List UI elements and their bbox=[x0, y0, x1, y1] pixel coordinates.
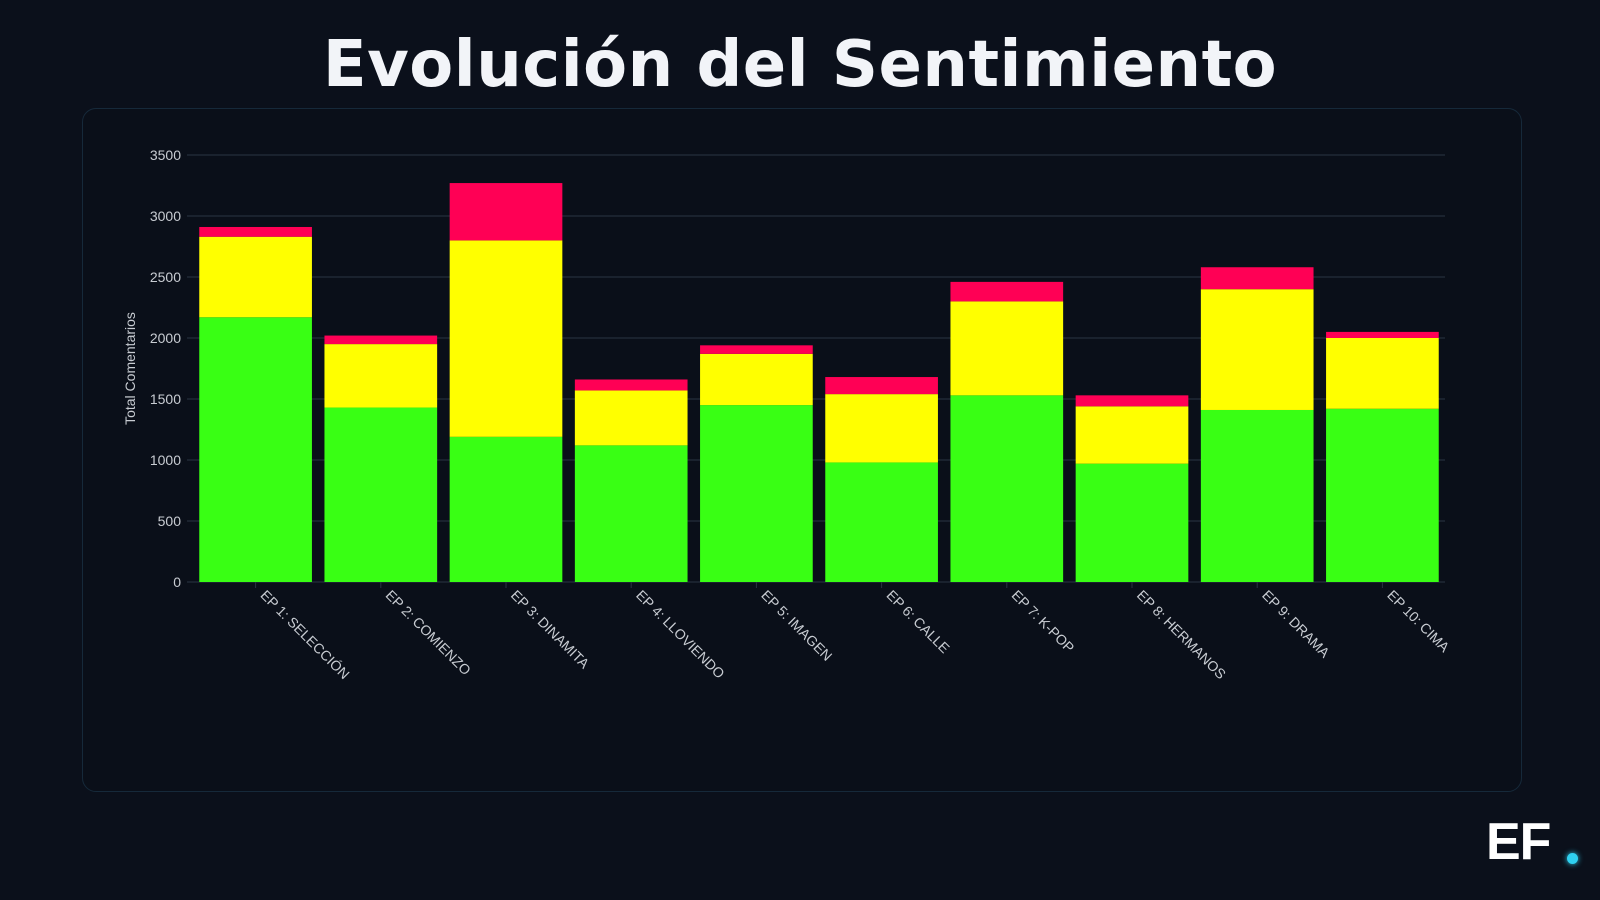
x-tick-label: EP 4: LLOVIENDO bbox=[633, 587, 728, 682]
bar-segment bbox=[950, 281, 1064, 302]
bar-segment bbox=[574, 379, 688, 391]
y-tick-label: 1000 bbox=[150, 452, 181, 468]
bar-segment bbox=[825, 394, 938, 463]
x-tick-label: EP 2: COMIENZO bbox=[383, 587, 475, 679]
bar-segment bbox=[324, 344, 438, 408]
bar-segment bbox=[950, 395, 1064, 582]
x-tick-label: EP 3: DINAMITA bbox=[508, 587, 593, 672]
x-tick-label: EP 10: CIMA bbox=[1384, 587, 1453, 656]
bar-segment bbox=[199, 236, 312, 318]
bar-segment bbox=[825, 462, 938, 582]
brand-logo: EF bbox=[1486, 812, 1578, 872]
bar-segment bbox=[1200, 409, 1314, 582]
y-axis-label: Total Comentarios bbox=[122, 312, 138, 425]
y-tick-label: 3500 bbox=[150, 147, 181, 163]
brand-text: EF bbox=[1486, 813, 1551, 871]
y-tick-label: 2500 bbox=[150, 269, 181, 285]
chart-panel: 0 500 1000 1500 2000 2500 3000 3500 Total Coment… bbox=[82, 108, 1522, 792]
y-tick-label: 3000 bbox=[150, 208, 181, 224]
x-tick-label: EP 7: K-POP bbox=[1009, 587, 1078, 656]
bar-segment bbox=[574, 445, 688, 582]
bar-segment bbox=[449, 240, 563, 437]
y-tick-label: 500 bbox=[158, 513, 182, 529]
x-tick-label: EP 6: CALLE bbox=[883, 587, 952, 656]
bar-segment bbox=[199, 226, 312, 237]
bar-segment bbox=[199, 317, 312, 582]
bar-segment bbox=[825, 377, 938, 395]
bar-segment bbox=[1326, 408, 1439, 582]
bar-segment bbox=[324, 407, 438, 582]
stacked-bar-chart: 0 500 1000 1500 2000 2500 3000 3500 Total Coment… bbox=[122, 147, 1453, 682]
bar-segment bbox=[1326, 338, 1439, 409]
bar-segment bbox=[700, 405, 813, 582]
y-tick-label: 1500 bbox=[150, 391, 181, 407]
page-title: Evolución del Sentimiento bbox=[322, 28, 1278, 102]
bar-segment bbox=[449, 183, 563, 241]
brand-dot-icon bbox=[1567, 853, 1578, 864]
x-tick-label: EP 8: HERMANOS bbox=[1134, 587, 1229, 682]
bar-segment bbox=[1326, 331, 1439, 338]
x-tick-label: EP 5: IMAGEN bbox=[758, 587, 835, 664]
bar-segment bbox=[1200, 289, 1314, 410]
x-tick-label: EP 9: DRAMA bbox=[1259, 587, 1333, 661]
y-tick-label: 2000 bbox=[150, 330, 181, 346]
bar-segment bbox=[449, 436, 563, 582]
x-tick-label: EP 1: SELECCIÓN bbox=[257, 587, 352, 682]
bar-segment bbox=[574, 390, 688, 446]
bar-segment bbox=[700, 353, 813, 406]
bar-segment bbox=[1075, 463, 1189, 582]
bar-segment bbox=[950, 301, 1064, 396]
bar-segment bbox=[1075, 395, 1189, 407]
y-tick-label: 0 bbox=[173, 574, 181, 590]
bar-segment bbox=[1200, 267, 1314, 290]
bar-segment bbox=[1075, 406, 1189, 464]
bar-segment bbox=[324, 335, 438, 345]
bar-segment bbox=[700, 345, 813, 354]
